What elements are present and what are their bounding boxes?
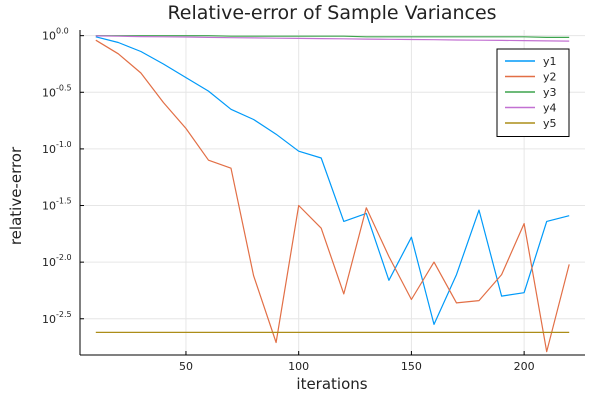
y-tick-label: 10-1.5 [42,197,72,213]
y-tick-label: 10-2.5 [42,310,72,326]
y-tick-label: 10-0.5 [42,83,72,99]
legend-label-y4: y4 [543,102,557,115]
axes-layer: 50 100 150 200 100.0 10-0.5 10-1.0 10-1.5 10-2.0… [42,27,585,373]
legend: y1 y2 y3 y4 y5 [496,48,570,137]
series-line-y4 [95,35,570,42]
chart-title: Relative-error of Sample Variances [167,2,496,24]
y-tick-label: 100.0 [42,27,69,43]
legend-label-y3: y3 [543,86,557,99]
series-line-y1 [95,36,570,325]
series-line-y3 [95,35,570,39]
x-axis-label: iterations [296,375,367,393]
x-tick-label: 100 [288,360,309,373]
x-tick-label: 50 [179,360,193,373]
x-tick-label: 200 [514,360,535,373]
y-axis-label: relative-error [7,146,25,245]
legend-label-y5: y5 [543,117,557,130]
legend-label-y1: y1 [543,55,557,68]
y-tick-label: 10-2.0 [42,253,72,269]
series-layer [95,35,570,353]
legend-label-y2: y2 [543,71,557,84]
series-line-y2 [95,39,570,353]
x-tick-label: 150 [401,360,422,373]
y-tick-label: 10-1.0 [42,140,72,156]
